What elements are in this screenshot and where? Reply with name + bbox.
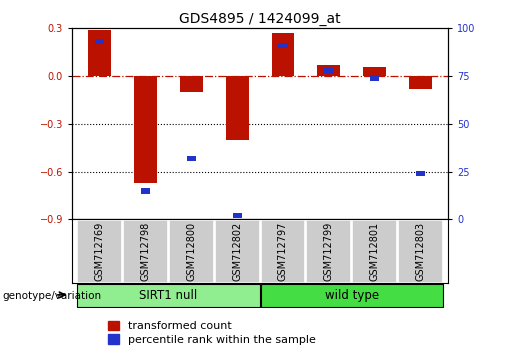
FancyBboxPatch shape	[77, 220, 122, 282]
FancyBboxPatch shape	[123, 220, 168, 282]
Bar	[141, 188, 150, 194]
FancyBboxPatch shape	[169, 220, 214, 282]
Text: SIRT1 null: SIRT1 null	[139, 289, 198, 302]
Text: GSM712797: GSM712797	[278, 222, 288, 281]
Bar	[88, 30, 111, 76]
Bar	[370, 75, 379, 81]
FancyBboxPatch shape	[261, 220, 305, 282]
Bar	[180, 76, 203, 92]
Text: GSM712800: GSM712800	[186, 222, 196, 281]
Bar	[416, 171, 425, 176]
Bar	[363, 67, 386, 76]
FancyBboxPatch shape	[352, 220, 397, 282]
Text: GSM712798: GSM712798	[141, 222, 150, 281]
Bar	[409, 76, 432, 89]
Text: wild type: wild type	[325, 289, 379, 302]
FancyBboxPatch shape	[215, 220, 260, 282]
Text: GSM712802: GSM712802	[232, 222, 242, 281]
Bar	[324, 68, 333, 73]
Bar	[134, 76, 157, 183]
Text: GSM712769: GSM712769	[95, 222, 105, 281]
Legend: transformed count, percentile rank within the sample: transformed count, percentile rank withi…	[108, 321, 316, 345]
Bar	[95, 39, 104, 45]
Text: GSM712803: GSM712803	[416, 222, 425, 281]
Text: GSM712801: GSM712801	[370, 222, 380, 281]
Bar	[271, 33, 295, 76]
Bar	[317, 65, 340, 76]
Bar	[187, 155, 196, 161]
Bar	[233, 213, 242, 218]
FancyBboxPatch shape	[77, 285, 260, 307]
FancyBboxPatch shape	[261, 285, 443, 307]
Bar	[226, 76, 249, 140]
Text: genotype/variation: genotype/variation	[3, 291, 101, 301]
FancyBboxPatch shape	[306, 220, 351, 282]
Text: GSM712799: GSM712799	[324, 222, 334, 281]
FancyBboxPatch shape	[398, 220, 443, 282]
Bar	[279, 43, 287, 48]
Title: GDS4895 / 1424099_at: GDS4895 / 1424099_at	[179, 12, 341, 26]
